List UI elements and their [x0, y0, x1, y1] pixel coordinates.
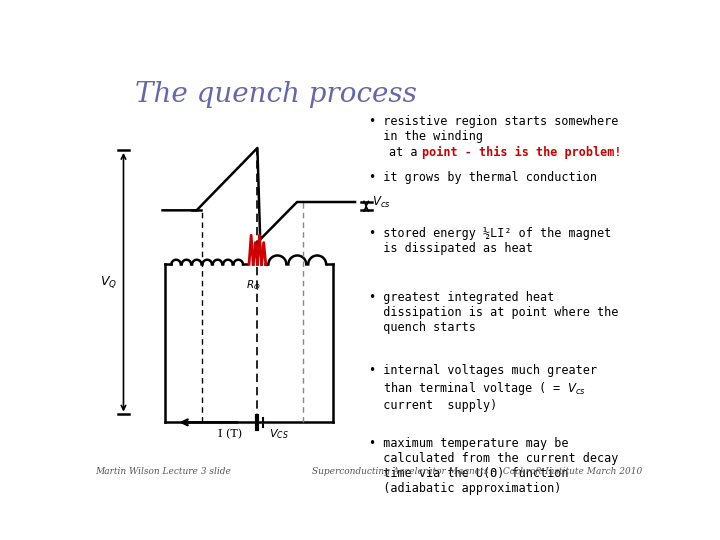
Text: $R_Q$: $R_Q$ — [246, 279, 260, 294]
Text: I (T): I (T) — [218, 429, 243, 439]
Text: $V_Q$: $V_Q$ — [100, 274, 117, 290]
Text: The quench process: The quench process — [135, 82, 416, 109]
Text: Superconducting Accelerator Magnets :   Cockroft Institute March 2010: Superconducting Accelerator Magnets : Co… — [312, 468, 642, 476]
Text: • internal voltages much greater
  than terminal voltage ( = $V_{cs}$
  current : • internal voltages much greater than te… — [369, 364, 597, 411]
Text: • greatest integrated heat
  dissipation is at point where the
  quench starts: • greatest integrated heat dissipation i… — [369, 292, 618, 334]
Text: • stored energy ½LI² of the magnet
  is dissipated as heat: • stored energy ½LI² of the magnet is di… — [369, 227, 611, 255]
Text: • resistive region starts somewhere
  in the winding: • resistive region starts somewhere in t… — [369, 114, 618, 143]
Text: • it grows by thermal conduction: • it grows by thermal conduction — [369, 171, 597, 184]
Text: $V_{cs}$: $V_{cs}$ — [372, 194, 390, 210]
Text: $V_{CS}$: $V_{CS}$ — [269, 427, 288, 441]
Text: point - this is the problem!: point - this is the problem! — [422, 146, 621, 159]
Text: • maximum temperature may be
  calculated from the current decay
  time via the : • maximum temperature may be calculated … — [369, 437, 618, 495]
Text: Martin Wilson Lecture 3 slide: Martin Wilson Lecture 3 slide — [96, 468, 231, 476]
Text: at a: at a — [389, 146, 424, 159]
